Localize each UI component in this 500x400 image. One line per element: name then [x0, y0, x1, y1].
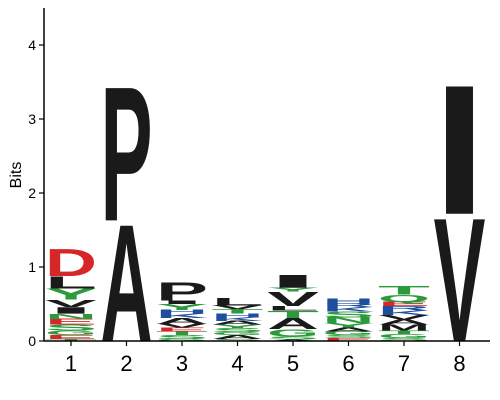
logo-letter-G: G — [323, 331, 375, 337]
x-axis-ticks: 1 2 3 4 5 6 7 8 — [65, 341, 466, 376]
logo-letter-G: G — [212, 331, 264, 336]
logo-letter-Y: Y — [267, 287, 319, 293]
logo-letter-T: T — [156, 330, 208, 336]
logo-letter-L: L — [211, 295, 263, 308]
logo-letter-G: G — [156, 338, 208, 341]
logo-letter-S: S — [45, 323, 97, 332]
logo-letter-E: E — [45, 317, 97, 326]
logo-letter-R: R — [323, 302, 375, 308]
y-axis-ticks: 0 1 2 3 4 — [28, 37, 44, 349]
logo-letter-N: N — [45, 312, 97, 320]
logo-letter-R: R — [378, 305, 430, 312]
logo-letter-L: L — [267, 305, 319, 312]
letter-stacks: TEGSENIVYLDAPGSTEVAKHYIPSAGSYAKHTVLASGAT… — [45, 47, 485, 378]
logo-letter-S: S — [267, 336, 319, 341]
logo-letter-S: S — [378, 337, 430, 342]
logo-letter-S: S — [323, 334, 375, 339]
y-axis-title: Bits — [8, 162, 25, 189]
logo-letter-D: D — [45, 241, 97, 284]
x-tick-label: 3 — [176, 351, 188, 376]
logo-letter-A: A — [101, 190, 153, 377]
logo-letter-P: P — [156, 277, 208, 306]
logo-letter-T: T — [45, 338, 97, 341]
logo-letter-A: A — [267, 316, 319, 333]
logo-letter-E: E — [156, 327, 208, 333]
y-tick-label: 2 — [28, 185, 36, 201]
x-tick-label: 2 — [120, 351, 132, 376]
logo-letter-G: G — [378, 333, 430, 339]
logo-letter-T: T — [378, 330, 430, 336]
logo-letter-A: A — [378, 318, 430, 326]
logo-letter-H: H — [322, 297, 374, 305]
logo-letter-I: I — [45, 305, 97, 315]
logo-letter-S: S — [323, 310, 375, 319]
logo-letter-S: S — [212, 338, 264, 341]
logo-letter-A: A — [212, 320, 264, 326]
y-tick-label: 4 — [28, 37, 36, 53]
x-tick-label: 5 — [287, 351, 299, 376]
logo-letter-V: V — [378, 314, 430, 321]
logo-letter-H: H — [212, 313, 264, 319]
logo-letter-G: G — [267, 328, 319, 339]
x-tick-label: 1 — [65, 351, 77, 376]
logo-letter-T: T — [212, 308, 264, 315]
x-tick-label: 4 — [231, 351, 243, 376]
logo-letter-A: A — [323, 327, 375, 333]
logo-letter-I: I — [156, 299, 208, 305]
logo-letter-L: L — [45, 273, 97, 293]
x-tick-label: 6 — [342, 351, 354, 376]
logo-letter-E: E — [45, 334, 97, 340]
logo-letter-Y: Y — [156, 303, 208, 312]
logo-letter-H: H — [156, 309, 208, 315]
logo-letter-T: T — [378, 283, 430, 297]
logo-letter-V: V — [45, 298, 97, 310]
logo-letter-V: V — [267, 288, 319, 311]
logo-letter-T: T — [267, 309, 319, 321]
logo-letter-I: I — [434, 48, 486, 254]
x-tick-label: 7 — [398, 351, 410, 376]
logo-letter-E: E — [378, 301, 430, 308]
logo-letter-Y: Y — [45, 286, 97, 303]
logo-letter-K: K — [156, 313, 208, 320]
logo-letter-K: K — [322, 306, 374, 313]
y-tick-label: 1 — [28, 259, 36, 275]
logo-letter-S: S — [212, 327, 264, 333]
logo-letter-A: A — [212, 334, 264, 340]
logo-letter-V: V — [156, 323, 208, 329]
logo-letter-A: A — [156, 317, 208, 326]
logo-letter-K: K — [378, 310, 430, 317]
logo-letter-V: V — [212, 305, 264, 311]
logo-letter-M: M — [378, 323, 430, 332]
logo-letter-E: E — [323, 337, 375, 342]
y-tick-label: 3 — [28, 111, 36, 127]
logo-letter-K: K — [212, 316, 264, 322]
y-tick-label: 0 — [28, 333, 36, 349]
logo-letter-G: G — [45, 330, 97, 337]
logo-letter-S: S — [156, 334, 208, 340]
logo-letter-I: I — [267, 271, 319, 292]
logo-letter-Q: Q — [378, 293, 430, 304]
logo-letter-N: N — [323, 316, 375, 325]
logo-letter-P: P — [101, 47, 153, 262]
logo-letter-Y: Y — [212, 324, 264, 330]
logo-letter-Y: Y — [323, 322, 375, 329]
x-tick-label: 8 — [453, 351, 465, 376]
